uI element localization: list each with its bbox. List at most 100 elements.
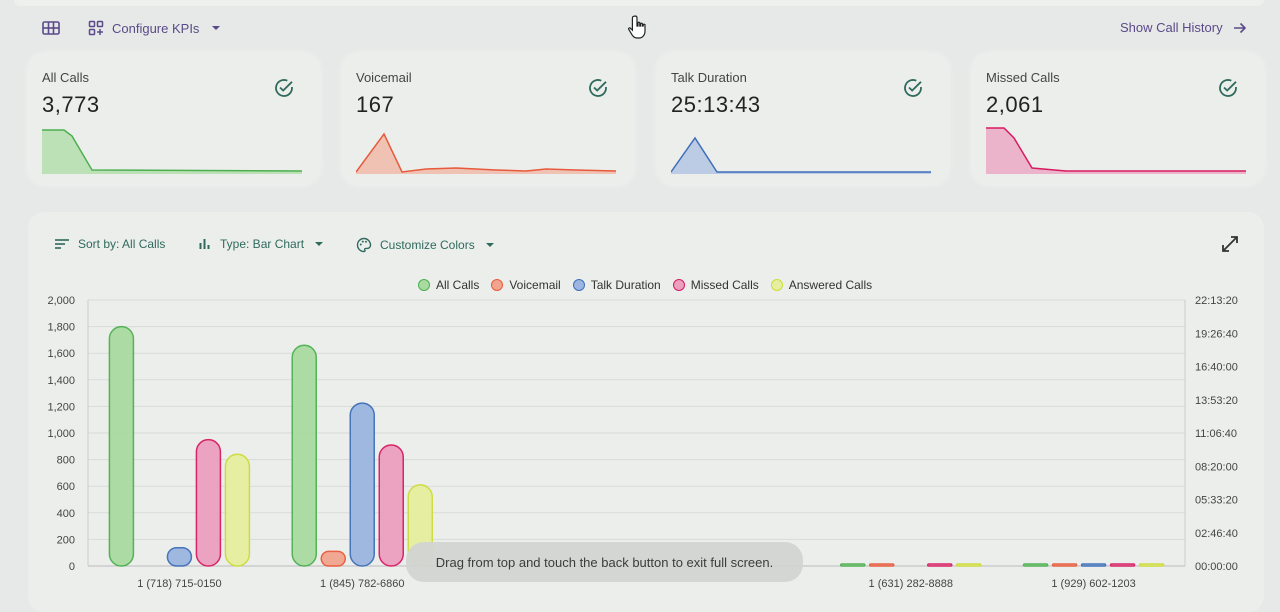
bar — [1109, 563, 1136, 567]
left-tick-label: 1,800 — [47, 322, 75, 334]
kpi-label: All Calls — [42, 70, 89, 85]
left-tick-label: 2,000 — [47, 295, 75, 307]
legend-item-missed-calls[interactable]: Missed Calls — [672, 278, 759, 292]
left-tick-label: 800 — [57, 455, 75, 467]
right-tick-label: 11:06:40 — [1195, 428, 1237, 440]
right-tick-label: 08:20:00 — [1195, 461, 1238, 473]
top-strip — [14, 0, 1264, 6]
bar — [224, 453, 251, 567]
legend-swatch — [418, 279, 430, 291]
voicemail-sparkline — [356, 132, 617, 174]
customize-colors-button[interactable]: Customize Colors — [356, 237, 495, 253]
left-tick-label: 1,400 — [47, 375, 75, 387]
fullscreen-toggle-icon[interactable] — [1220, 234, 1240, 254]
legend-item-talk-duration[interactable]: Talk Duration — [572, 278, 661, 292]
left-tick-label: 1,200 — [47, 401, 75, 413]
check-circle-icon — [1219, 79, 1237, 97]
caret-down-icon — [212, 26, 221, 30]
bar — [291, 344, 317, 567]
right-tick-label: 22:13:20 — [1195, 295, 1238, 307]
legend-item-answered-calls[interactable]: Answered Calls — [770, 278, 873, 292]
left-tick-label: 400 — [57, 508, 75, 520]
check-circle-icon — [275, 79, 293, 97]
sort-by-label: Sort by: All Calls — [78, 237, 166, 251]
hand-cursor-icon — [628, 15, 646, 39]
bar — [195, 438, 222, 567]
legend-label: Talk Duration — [590, 278, 661, 292]
bar-chart-icon — [199, 239, 210, 249]
bar — [1022, 563, 1049, 567]
kpi-value: 3,773 — [42, 92, 100, 117]
arrow-right-icon — [1233, 22, 1246, 33]
legend-label: All Calls — [436, 278, 480, 292]
kpi-label: Talk Duration — [671, 70, 747, 85]
left-tick-label: 600 — [57, 481, 75, 493]
right-tick-label: 13:53:20 — [1195, 395, 1238, 407]
show-call-history-label: Show Call History — [1120, 20, 1223, 35]
bar — [320, 550, 346, 567]
legend-item-all-calls[interactable]: All Calls — [418, 278, 479, 292]
legend-item-voicemail[interactable]: Voicemail — [491, 278, 561, 292]
missed-calls-sparkline — [986, 127, 1246, 174]
left-tick-label: 1,600 — [47, 348, 75, 360]
bar — [1051, 563, 1078, 567]
bar — [1080, 563, 1107, 567]
kpi-card-voicemail[interactable]: Voicemail 167 — [343, 54, 633, 184]
caret-down-icon — [315, 242, 324, 246]
kpi-card-all-calls[interactable]: All Calls 3,773 — [29, 54, 319, 184]
chart-type-label: Type: Bar Chart — [220, 237, 305, 251]
bar — [349, 402, 375, 567]
kpi-value: 25:13:43 — [671, 92, 761, 117]
right-tick-label: 19:26:40 — [1195, 328, 1238, 340]
legend-label: Voicemail — [509, 278, 561, 292]
palette-icon — [356, 237, 372, 253]
configure-kpis-button[interactable]: Configure KPIs — [88, 20, 221, 36]
chart-legend: All Calls Voicemail Talk Duration Missed… — [418, 278, 872, 292]
right-tick-label: 16:40:00 — [1195, 362, 1238, 374]
grid-icon — [42, 21, 60, 35]
bar — [956, 563, 982, 567]
dashboard-add-icon — [88, 20, 104, 36]
bar — [378, 444, 404, 567]
check-circle-icon — [589, 79, 607, 97]
kpi-card-missed-calls[interactable]: Missed Calls 2,061 — [973, 54, 1263, 184]
left-tick-label: 1,000 — [47, 428, 75, 440]
kpi-card-talk-duration[interactable]: Talk Duration 25:13:43 — [658, 54, 948, 184]
configure-kpis-label: Configure KPIs — [112, 20, 200, 36]
bar — [166, 546, 193, 567]
toolbar: Configure KPIs Show Call History — [0, 8, 1280, 48]
chart-type-button[interactable]: Type: Bar Chart — [198, 237, 324, 251]
bar — [869, 563, 895, 567]
legend-swatch — [572, 279, 585, 291]
bar — [840, 563, 866, 567]
bar — [108, 325, 135, 567]
category-label: 1 (845) 782-6860 — [320, 578, 404, 590]
bar — [1138, 563, 1165, 567]
category-label: 1 (718) 715-0150 — [137, 578, 221, 590]
legend-swatch — [672, 279, 685, 291]
bar — [927, 563, 953, 567]
legend-swatch — [491, 279, 504, 291]
category-label: 1 (631) 282-8888 — [869, 578, 953, 590]
kpi-value: 167 — [356, 92, 395, 117]
fullscreen-toast: Drag from top and touch the back button … — [406, 542, 803, 582]
legend-label: Answered Calls — [788, 278, 873, 292]
category-label: 1 (929) 602-1203 — [1051, 578, 1135, 590]
left-tick-label: 0 — [69, 561, 75, 573]
right-tick-label: 02:46:40 — [1195, 528, 1238, 540]
sort-icon — [55, 239, 69, 249]
show-call-history-link[interactable]: Show Call History — [1120, 20, 1247, 35]
kpi-label: Voicemail — [356, 70, 412, 85]
legend-swatch — [770, 279, 783, 291]
legend-label: Missed Calls — [690, 278, 759, 292]
caret-down-icon — [485, 243, 494, 247]
check-circle-icon — [904, 79, 922, 97]
kpi-value: 2,061 — [986, 92, 1044, 117]
kpi-label: Missed Calls — [986, 70, 1060, 85]
right-tick-label: 00:00:00 — [1195, 561, 1238, 573]
grid-view-button[interactable] — [42, 21, 60, 35]
left-tick-label: 200 — [57, 534, 75, 546]
all-calls-sparkline — [42, 129, 303, 174]
sort-by-button[interactable]: Sort by: All Calls — [54, 237, 165, 251]
